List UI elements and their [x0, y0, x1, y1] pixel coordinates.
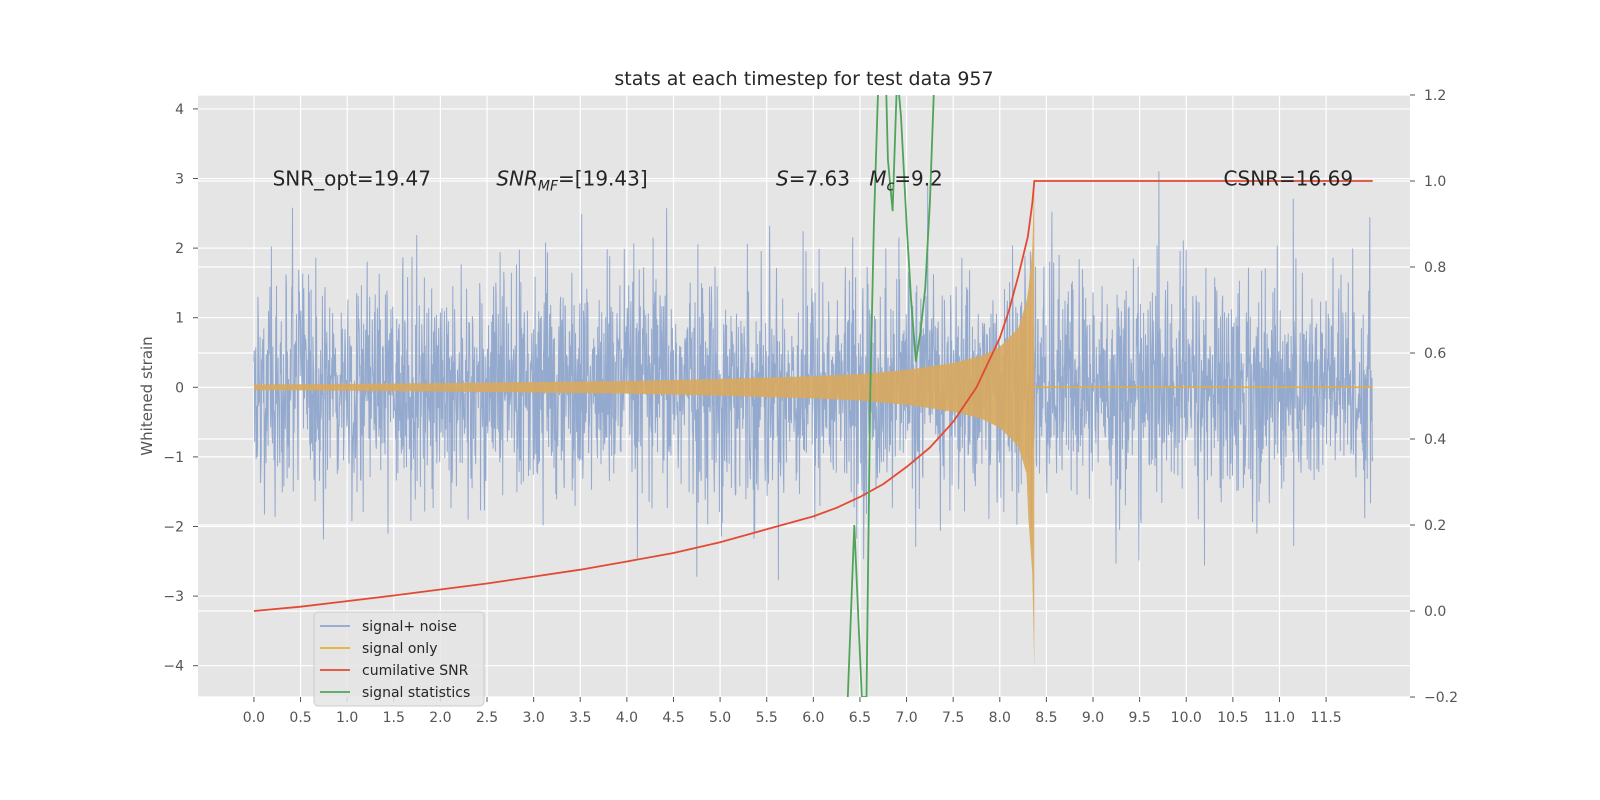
y-tick-label: 3: [175, 172, 184, 188]
y-tick-label: −4: [163, 659, 184, 675]
y2-tick-label: 1.0: [1424, 174, 1446, 190]
y-axis-label: Whitened strain: [138, 336, 156, 455]
annotation-text: Mc=9.2: [869, 167, 943, 195]
y-tick-label: −3: [163, 589, 184, 605]
x-tick-label: 10.0: [1171, 710, 1202, 726]
y-tick-label: −2: [163, 519, 184, 535]
y-tick-label: 4: [175, 102, 184, 118]
x-tick-label: 6.0: [802, 710, 824, 726]
x-tick-label: 7.5: [942, 710, 964, 726]
x-tick-label: 9.0: [1082, 710, 1104, 726]
legend-label: signal only: [362, 641, 437, 657]
legend: signal+ noise signal only cumilative SNR si…: [313, 611, 485, 707]
x-tick-label: 8.0: [989, 710, 1011, 726]
y2-tick-label: 0.0: [1424, 604, 1446, 620]
x-tick-label: 6.5: [849, 710, 871, 726]
x-tick-label: 2.0: [429, 710, 451, 726]
x-tick-label: 1.5: [383, 710, 405, 726]
y2-tick-label: 0.6: [1424, 346, 1446, 362]
x-tick-label: 0.0: [243, 710, 265, 726]
series-line-cumulative-snr: [253, 180, 1373, 612]
annotation-text: S=7.63: [776, 167, 850, 191]
y2-tick-label: −0.2: [1424, 690, 1458, 706]
x-tick-label: 7.0: [895, 710, 917, 726]
x-tick-label: 8.5: [1035, 710, 1057, 726]
annotation-text: SNRMF=[19.43]: [496, 167, 647, 195]
x-tick-label: 4.0: [616, 710, 638, 726]
legend-box: [313, 611, 485, 707]
y2-tick-label: 0.4: [1424, 432, 1446, 448]
annotation-text: SNR_opt=19.47: [273, 167, 431, 191]
y2-tick-label: 0.2: [1424, 518, 1446, 534]
y2-tick-label: 0.8: [1424, 260, 1446, 276]
x-tick-label: 11.5: [1311, 710, 1342, 726]
series-line-signal-statistics: [846, 95, 935, 697]
legend-label: signal+ noise: [362, 619, 457, 635]
annotations: SNR_opt=19.47 SNRMF=[19.43] S=7.63 Mc=9.2 CS…: [273, 167, 1353, 195]
y-tick-label: 1: [175, 311, 184, 327]
x-tick-label: 0.5: [289, 710, 311, 726]
x-tick-label: 9.5: [1128, 710, 1150, 726]
x-tick-label: 11.0: [1264, 710, 1295, 726]
x-tick-label: 1.0: [336, 710, 358, 726]
x-tick-label: 4.5: [662, 710, 684, 726]
x-tick-label: 2.5: [476, 710, 498, 726]
chart-title: stats at each timestep for test data 957: [614, 68, 993, 90]
series-layer: [253, 95, 1374, 697]
x-tick-label: 3.0: [522, 710, 544, 726]
annotation-text: CSNR=16.69: [1224, 167, 1354, 191]
y2-tick-label: 1.2: [1424, 88, 1446, 104]
series-line-signal-plus-noise: [253, 171, 1374, 581]
y-tick-label: 0: [175, 380, 184, 396]
x-tick-label: 5.0: [709, 710, 731, 726]
x-tick-label: 5.5: [756, 710, 778, 726]
y-tick-label: −1: [163, 450, 184, 466]
y-tick-label: 2: [175, 241, 184, 257]
legend-label: signal statistics: [362, 685, 470, 701]
legend-label: cumilative SNR: [362, 663, 469, 679]
x-tick-label: 3.5: [569, 710, 591, 726]
x-tick-label: 10.5: [1217, 710, 1248, 726]
ticks: 0.0 0.5 1.0 1.5 2.0 2.5 3.0 3.5 4.0 4.5 5.0 5.5 6.0 6…: [163, 88, 1458, 726]
